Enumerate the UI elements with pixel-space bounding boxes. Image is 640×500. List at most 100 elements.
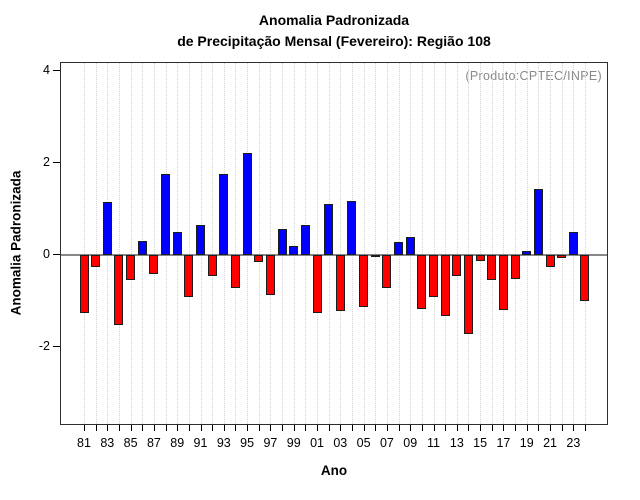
bar-2007 — [382, 255, 392, 288]
x-tick — [515, 425, 517, 431]
gridline — [561, 63, 563, 424]
chart-title-line2: de Precipitação Mensal (Fevereiro): Regi… — [177, 33, 491, 49]
bar-2014 — [463, 255, 473, 334]
gridline — [258, 63, 260, 424]
bar-2022 — [557, 255, 567, 258]
gridline — [363, 63, 365, 424]
y-tick — [53, 70, 60, 71]
x-tick — [200, 425, 202, 431]
x-tick — [398, 425, 400, 431]
x-tick — [153, 425, 155, 431]
bar-2003 — [335, 255, 345, 311]
x-tick — [491, 425, 493, 431]
x-tick-label: 11 — [427, 436, 440, 450]
bar-2024 — [580, 255, 590, 301]
x-tick — [95, 425, 97, 431]
x-tick-label: 87 — [146, 436, 161, 450]
x-tick-label: 97 — [263, 436, 278, 450]
bar-2013 — [452, 255, 462, 276]
bar-1998 — [277, 229, 287, 255]
x-tick-label: 93 — [216, 436, 231, 450]
x-tick — [84, 425, 85, 431]
x-tick — [503, 425, 505, 431]
y-tick — [53, 254, 60, 255]
bar-2002 — [324, 204, 334, 255]
gridline — [375, 63, 377, 424]
x-tick-label: 85 — [123, 436, 138, 450]
x-tick — [538, 425, 540, 431]
bar-2023 — [568, 232, 578, 255]
gridline — [503, 63, 505, 424]
gridline — [212, 63, 214, 424]
x-tick — [456, 425, 458, 431]
x-tick-label: 21 — [543, 436, 557, 450]
chart-title: Anomalia Padronizada de Precipitação Men… — [60, 10, 608, 52]
x-tick — [328, 425, 330, 431]
bar-1985 — [126, 255, 136, 280]
y-tick-label: 2 — [43, 155, 50, 169]
x-tick-label: 01 — [310, 436, 324, 450]
bar-2004 — [347, 201, 357, 255]
bar-2011 — [429, 255, 439, 297]
gridline — [95, 63, 97, 424]
gridline — [433, 63, 435, 424]
gridline — [468, 63, 470, 424]
bar-2020 — [533, 189, 543, 255]
x-tick — [386, 425, 388, 431]
x-tick — [212, 425, 214, 431]
gridline — [445, 63, 447, 424]
x-tick — [526, 425, 528, 431]
x-axis-title: Ano — [320, 463, 348, 478]
gridline — [340, 63, 342, 424]
gridline — [386, 63, 388, 424]
bar-1981 — [79, 255, 89, 313]
y-axis-title: Anomalia Padronizada — [8, 170, 24, 316]
gridline — [153, 63, 155, 424]
x-tick — [165, 425, 167, 431]
bar-1991 — [196, 225, 205, 255]
x-tick — [433, 425, 435, 431]
bar-1987 — [149, 255, 159, 274]
bar-1989 — [172, 232, 182, 255]
bar-1994 — [230, 255, 240, 288]
gridline — [188, 63, 190, 424]
chart-title-line1: Anomalia Padronizada — [258, 12, 410, 28]
x-tick — [223, 425, 225, 431]
y-tick-label: 4 — [43, 63, 50, 77]
x-tick — [235, 425, 237, 431]
plot-area: (Produto:CPTEC/INPE) — [60, 62, 608, 425]
bar-2017 — [498, 255, 508, 310]
gridline — [584, 63, 586, 424]
x-tick — [351, 425, 353, 431]
x-tick — [421, 425, 423, 431]
gridline — [130, 63, 132, 424]
gridline — [526, 63, 528, 424]
x-tick — [375, 425, 377, 431]
x-tick — [188, 425, 190, 431]
x-tick — [340, 425, 342, 431]
x-tick-label: 91 — [193, 436, 208, 450]
bar-1988 — [161, 174, 171, 255]
bar-2010 — [417, 255, 427, 309]
bar-1997 — [265, 255, 275, 295]
zero-baseline — [61, 254, 607, 256]
x-tick — [480, 425, 482, 431]
gridline — [515, 63, 517, 424]
bar-2019 — [522, 251, 532, 255]
x-tick-label: 03 — [333, 436, 348, 450]
y-tick-label: 0 — [43, 247, 50, 261]
bar-1986 — [137, 241, 147, 255]
bar-2009 — [405, 237, 415, 255]
x-tick-label: 99 — [286, 436, 301, 450]
gridline — [317, 63, 319, 424]
x-tick-label: 89 — [170, 436, 185, 450]
bar-1992 — [207, 255, 217, 276]
x-tick — [130, 425, 132, 431]
producer-annotation: (Produto:CPTEC/INPE) — [465, 69, 602, 83]
bar-1984 — [114, 255, 124, 325]
y-tick-label: -2 — [38, 339, 50, 353]
x-tick — [468, 425, 470, 431]
gridline — [480, 63, 482, 424]
bar-1993 — [219, 174, 229, 255]
